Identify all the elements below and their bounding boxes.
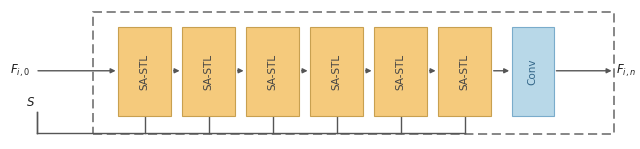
Text: SA-STL: SA-STL <box>332 53 342 90</box>
Bar <box>374 27 427 116</box>
Text: $F_{i,0}$: $F_{i,0}$ <box>10 63 29 79</box>
Bar <box>118 27 171 116</box>
Bar <box>512 27 554 116</box>
Bar <box>310 27 363 116</box>
Bar <box>182 27 235 116</box>
Text: $F_{i,n}$: $F_{i,n}$ <box>616 63 636 79</box>
Text: SA-STL: SA-STL <box>140 53 150 90</box>
Text: SA-STL: SA-STL <box>268 53 278 90</box>
Text: $S$: $S$ <box>26 96 35 109</box>
Text: SA-STL: SA-STL <box>204 53 214 90</box>
Text: SA-STL: SA-STL <box>396 53 406 90</box>
Text: SA-STL: SA-STL <box>460 53 470 90</box>
Bar <box>93 12 614 134</box>
Bar <box>246 27 299 116</box>
Bar <box>438 27 491 116</box>
Text: Conv: Conv <box>528 58 538 85</box>
